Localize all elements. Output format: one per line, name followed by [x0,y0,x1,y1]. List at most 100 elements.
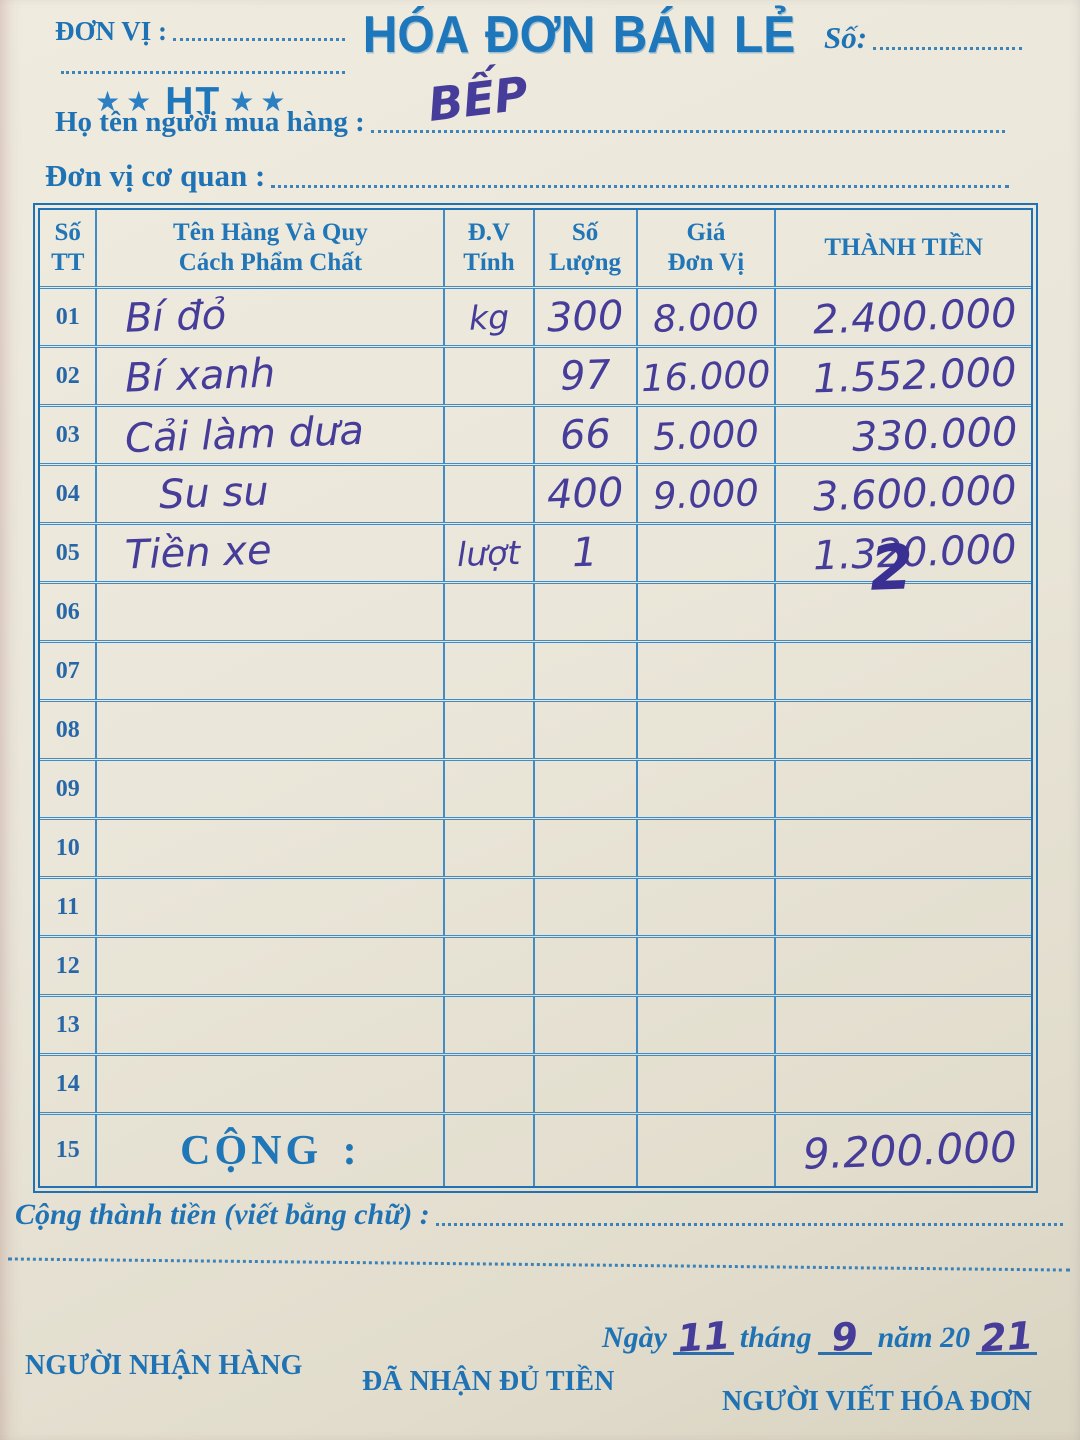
quantity-cell: 300 [532,289,636,345]
handwritten-amount: 2.400.000 [812,290,1018,344]
unit-dotted-line-2 [55,46,347,80]
unit-cell [443,820,532,876]
item-name-cell [95,997,443,1053]
unit-price-cell [635,938,775,994]
row-number: 03 [55,421,80,448]
handwritten-unit-price: 16.000 [640,352,772,400]
item-name-cell [95,1056,443,1112]
column-header-unit: Đ.V Tính [443,210,532,286]
handwritten-total-amount: 9.200.000 [802,1121,1018,1179]
unit-cell [443,879,532,935]
handwritten-year: 21 [978,1313,1035,1361]
date-line: Ngày 11 tháng 9 năm 20 21 [602,1313,1038,1361]
quantity-cell [532,643,636,699]
row-number: 11 [56,893,80,920]
amount-cell [774,761,1031,817]
organization-dotted-line [271,185,1009,188]
unit-cell [443,348,532,404]
handwritten-buyer-name: BẾP [425,66,532,132]
quantity-cell: 66 [532,407,636,463]
unit-price-cell [635,997,775,1053]
item-name-cell [95,820,443,876]
total-row: 15 CỘNG : 9.200.000 [40,1112,1031,1186]
row-number: 15 [55,1137,80,1163]
unit-price-cell [635,820,775,876]
buyer-dotted-line [370,130,1005,133]
item-name-cell: Bí đỏ [95,289,443,345]
item-name-cell [95,879,443,935]
handwritten-quantity: 1 [571,529,599,577]
table-row: 06 [40,581,1031,640]
unit-price-cell [635,1115,775,1186]
unit-cell [443,1056,532,1112]
unit-price-cell [635,1056,775,1112]
received-money-label: ĐÃ NHẬN ĐỦ TIỀN [362,1366,615,1397]
quantity-cell [532,1056,636,1112]
total-label-cell: CỘNG : [95,1115,443,1186]
table-row: 07 [40,640,1031,699]
amount-in-words-label: Cộng thành tiền (viết bằng chữ) : [15,1198,430,1231]
table-row: 02 Bí xanh 97 16.000 1.552.000 [40,345,1031,404]
amount-cell [774,1056,1031,1112]
row-number: 05 [55,539,80,566]
handwritten-day: 11 [675,1313,732,1361]
table-row: 09 [40,758,1031,817]
quantity-cell [532,702,636,758]
table-row: 12 [40,935,1031,994]
total-amount-cell: 9.200.000 [774,1115,1031,1186]
dotted-line [61,71,345,74]
amount-cell: 2.400.000 [774,289,1031,345]
receiver-signature-label: NGƯỜI NHẬN HÀNG [25,1350,303,1381]
column-header-name: Tên Hàng Và Quy Cách Phẩm Chất [95,210,443,286]
amount-cell [774,702,1031,758]
handwritten-unit: kg [468,296,510,338]
unit-cell [443,938,532,994]
month-label: tháng [739,1321,812,1354]
buyer-line: Họ tên người mua hàng : [55,106,1007,139]
organization-label: Đơn vị cơ quan : [45,158,266,193]
handwritten-correction-digit: 2 [868,530,915,605]
items-table-inner: Số TT Tên Hàng Và Quy Cách Phẩm Chất Đ.V… [38,208,1033,1188]
amount-cell: 1.552.000 [774,348,1031,404]
quantity-cell [532,997,636,1053]
invoice-title: HÓA ĐƠN BÁN LẺ [362,6,796,65]
unit-price-cell [635,761,775,817]
handwritten-unit-price: 5.000 [652,411,760,459]
handwritten-quantity: 97 [558,352,612,400]
item-name-cell: Su su [95,466,443,522]
handwritten-quantity: 66 [558,411,612,459]
unit-price-cell [635,702,775,758]
quantity-cell [532,761,636,817]
table-row: 01 Bí đỏ kg 300 8.000 2.400.000 [40,286,1031,345]
unit-dotted-line [173,38,345,41]
items-table: Số TT Tên Hàng Và Quy Cách Phẩm Chất Đ.V… [33,203,1038,1193]
handwritten-unit: lượt [456,532,522,574]
day-label: Ngày [602,1321,667,1354]
invoice-number-dotted-line [873,47,1022,50]
invoice-number-label: Số: [824,20,868,55]
table-row: 14 [40,1053,1031,1112]
amount-cell [774,879,1031,935]
unit-cell [443,466,532,522]
unit-cell [443,702,532,758]
unit-price-cell: 16.000 [635,348,775,404]
amount-cell: 1.320.000 2 [774,525,1031,605]
handwritten-item-name: Bí đỏ [124,292,228,342]
unit-label: ĐƠN VỊ : [55,16,168,46]
buyer-label: Họ tên người mua hàng : [55,106,365,138]
year-label: năm 20 [877,1321,971,1354]
item-name-cell: Bí xanh [95,348,443,404]
table-row: 13 [40,994,1031,1053]
item-name-cell [95,643,443,699]
unit-price-cell [635,643,775,699]
quantity-cell: 1 [532,525,636,581]
amount-cell: 3.600.000 [774,466,1031,522]
row-number: 10 [55,834,80,861]
star-icon: ★★ [229,87,292,118]
amount-cell: 330.000 [774,407,1031,463]
amount-cell [774,997,1031,1053]
item-name-cell: Tiền xe [95,525,443,581]
unit-cell [443,584,532,640]
column-header-price: Giá Đơn Vị [635,210,775,286]
